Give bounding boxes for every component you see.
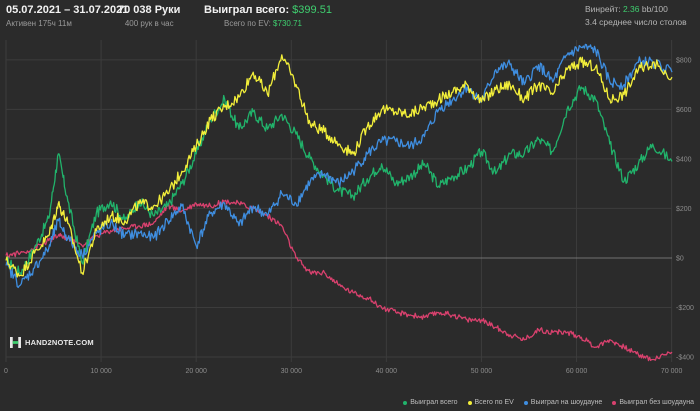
winrate: Винрейт: 2.36 bb/100 xyxy=(585,4,687,14)
active-time: Активен 175ч 11м xyxy=(6,19,72,28)
won-total-label: Выиграл всего: xyxy=(204,4,290,16)
won-total: Выиграл всего: $399.51 xyxy=(204,4,332,16)
y-tick-label: $200 xyxy=(676,206,692,213)
x-tick-label: 30 000 xyxy=(281,368,303,375)
x-tick-label: 20 000 xyxy=(185,368,207,375)
hand2note-logo-text: HAND2NOTE.COM xyxy=(25,338,94,347)
ev-total-label: Всего по EV: xyxy=(224,19,271,28)
hands-per-hour: 400 рук в час xyxy=(124,19,174,28)
y-tick-label: $800 xyxy=(676,57,692,64)
date-range: 05.07.2021 – 31.07.2021 xyxy=(6,4,129,16)
legend-label: Выиграл на шоудауне xyxy=(530,399,603,406)
x-tick-label: 50 000 xyxy=(471,368,493,375)
series-line-ev-total xyxy=(5,54,673,278)
hands-count: 70 038 Руки xyxy=(118,4,181,16)
chart-legend: Выиграл всего Всего по EV Выиграл на шоу… xyxy=(403,399,694,406)
legend-label: Выиграл всего xyxy=(410,399,458,406)
avg-tables: 3.4 среднее число столов xyxy=(585,17,687,27)
y-tick-label: -$400 xyxy=(676,355,694,362)
legend-item-won-nonshowdown[interactable]: Выиграл без шоудауна xyxy=(612,399,694,406)
y-tick-label: $400 xyxy=(676,156,692,163)
legend-item-ev-total[interactable]: Всего по EV xyxy=(467,399,514,406)
winrate-value: 2.36 xyxy=(622,4,640,14)
legend-item-won-showdown[interactable]: Выиграл на шоудауне xyxy=(523,399,603,406)
series-line-won-nonshowdown xyxy=(5,199,673,362)
hand2note-logo: HAND2NOTE.COM xyxy=(10,337,94,348)
ev-total-value: $730.71 xyxy=(273,19,302,28)
legend-dot-icon xyxy=(467,400,472,405)
legend-label: Всего по EV xyxy=(474,399,514,406)
hands-block: 70 038 Руки 400 рук в час xyxy=(118,4,180,28)
x-tick-label: 60 000 xyxy=(566,368,588,375)
winnings-block: Выиграл всего: $399.51 Всего по EV: $730… xyxy=(204,4,332,28)
x-tick-label: 70 000 xyxy=(661,368,683,375)
series-layer xyxy=(5,43,673,362)
date-block: 05.07.2021 – 31.07.2021 Активен 175ч 11м xyxy=(6,4,128,28)
winrate-label: Винрейт: xyxy=(585,4,621,14)
x-tick-label: 40 000 xyxy=(376,368,398,375)
legend-dot-icon xyxy=(612,400,617,405)
legend-item-won-total[interactable]: Выиграл всего xyxy=(403,399,458,406)
hand2note-logo-icon xyxy=(10,337,21,348)
x-tick-label: 0 xyxy=(4,368,8,375)
grid-layer xyxy=(5,40,673,362)
x-tick-label: 10 000 xyxy=(90,368,112,375)
y-tick-label: $0 xyxy=(676,255,684,262)
tick-layer: 0 10 000 20 000 30 000 40 000 50 000 60 000 70 … xyxy=(4,57,694,375)
y-tick-label: -$200 xyxy=(676,305,694,312)
series-line-won-total xyxy=(5,85,673,276)
legend-dot-icon xyxy=(523,400,528,405)
ev-total: Всего по EV: $730.71 xyxy=(224,19,332,28)
winrate-unit: bb/100 xyxy=(641,4,668,14)
header: 05.07.2021 – 31.07.2021 Активен 175ч 11м… xyxy=(0,0,700,36)
y-tick-label: $600 xyxy=(676,107,692,114)
legend-label: Выиграл без шоудауна xyxy=(619,399,694,406)
won-total-value: $399.51 xyxy=(292,4,332,16)
winrate-block: Винрейт: 2.36 bb/100 3.4 среднее число с… xyxy=(585,4,687,27)
legend-dot-icon xyxy=(403,400,408,405)
series-line-won-showdown xyxy=(5,43,673,289)
